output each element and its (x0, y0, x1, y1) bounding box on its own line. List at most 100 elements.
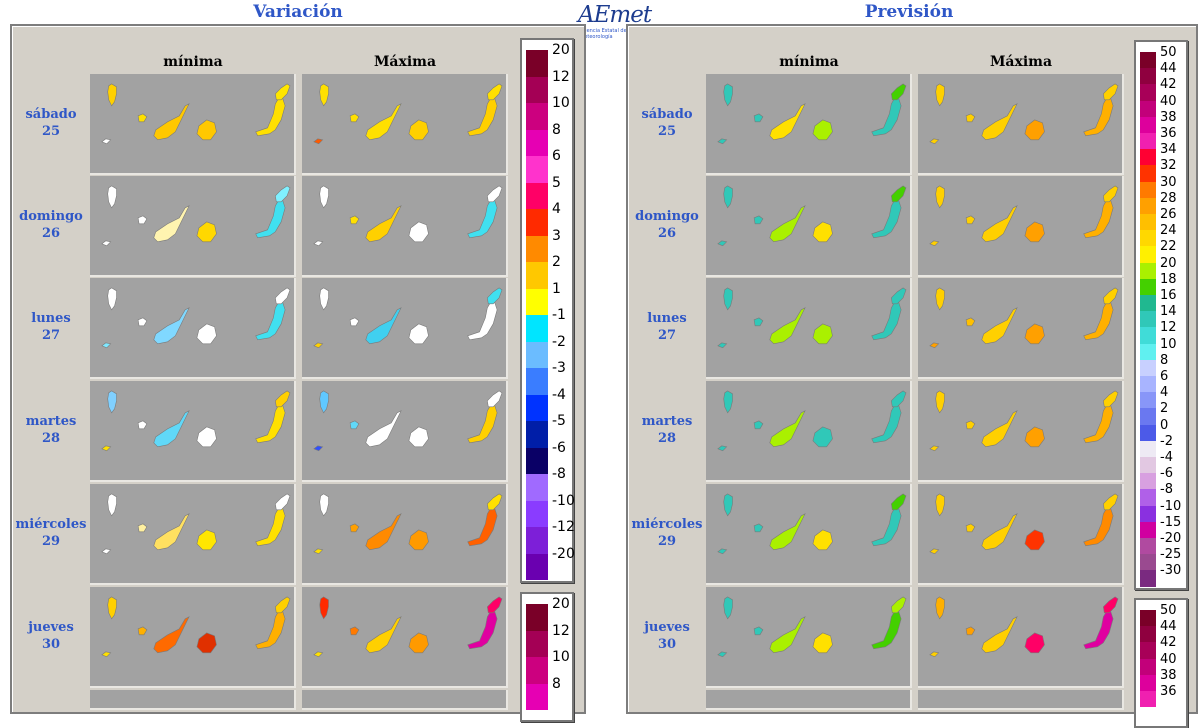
island-tenerife (153, 513, 190, 551)
variation-col-header-maxima: Máxima (373, 54, 437, 70)
island-lanzarote (891, 390, 907, 408)
legend-label: 26 (1160, 207, 1177, 222)
island-el-hierro (313, 342, 324, 349)
forecast-map-minima[interactable] (706, 74, 912, 175)
island-la-gomera (965, 420, 976, 430)
variation-map-next-row[interactable] (302, 690, 508, 710)
forecast-map-minima[interactable] (706, 484, 912, 585)
variation-map-minima[interactable] (90, 74, 296, 175)
island-fuerteventura (255, 503, 286, 547)
legend-label: -4 (1160, 450, 1173, 465)
variation-map-maxima[interactable] (302, 176, 508, 277)
canary-islands-map (101, 185, 291, 247)
variation-map-minima[interactable] (90, 587, 296, 688)
forecast-map-next-row[interactable] (706, 690, 912, 710)
island-gran-canaria (408, 323, 429, 345)
variation-map-maxima[interactable] (302, 278, 508, 379)
island-lanzarote (487, 493, 503, 511)
forecast-map-minima[interactable] (706, 587, 912, 688)
variation-map-maxima[interactable] (302, 74, 508, 175)
forecast-map-minima[interactable] (706, 176, 912, 277)
legend-swatch (526, 103, 548, 130)
legend-label: 38 (1160, 109, 1177, 125)
legend-label: 20 (552, 42, 570, 58)
forecast-map-maxima[interactable] (918, 176, 1124, 277)
legend-swatch (1140, 116, 1156, 133)
island-el-hierro (101, 342, 112, 349)
legend-swatch (526, 368, 548, 395)
island-tenerife (769, 307, 806, 345)
forecast-legend-2: 50 44 42 40 38 36 (1134, 598, 1188, 728)
forecast-title: Previsión (864, 2, 954, 22)
aemet-logo-subtitle: Agencia Estatal de Meteorología (580, 28, 627, 40)
island-fuerteventura (1083, 195, 1114, 239)
forecast-map-minima[interactable] (706, 278, 912, 379)
forecast-day-label: lunes 27 (628, 310, 706, 344)
legend-label: 42 (1160, 77, 1177, 93)
canary-islands-map (717, 390, 907, 452)
forecast-map-next-row[interactable] (918, 690, 1124, 710)
legend-label: 2 (1160, 401, 1169, 417)
island-la-palma (723, 185, 733, 209)
forecast-map-maxima[interactable] (918, 381, 1124, 482)
variation-map-minima[interactable] (90, 381, 296, 482)
variation-map-minima[interactable] (90, 484, 296, 585)
island-fuerteventura (255, 93, 286, 137)
legend-label: 44 (1160, 619, 1177, 635)
island-el-hierro (313, 240, 324, 247)
island-lanzarote (487, 596, 503, 614)
island-tenerife (981, 307, 1018, 345)
island-la-palma (935, 493, 945, 517)
day-number: 25 (41, 124, 61, 139)
legend-label: 22 (1160, 239, 1177, 255)
variation-day-label: martes 28 (12, 413, 90, 447)
variation-map-maxima[interactable] (302, 381, 508, 482)
day-name: martes (25, 414, 77, 429)
variation-map-next-row[interactable] (90, 690, 296, 710)
island-tenerife (365, 513, 402, 551)
island-fuerteventura (467, 297, 498, 341)
aemet-logo[interactable]: AEmet Agencia Estatal de Meteorología (574, 2, 654, 40)
legend-label: -30 (1160, 563, 1182, 579)
forecast-map-maxima[interactable] (918, 587, 1124, 688)
variation-map-maxima[interactable] (302, 484, 508, 585)
legend-label: 10 (552, 95, 570, 111)
island-fuerteventura (467, 606, 498, 650)
island-lanzarote (1103, 185, 1119, 203)
island-fuerteventura (467, 400, 498, 444)
legend-swatch (526, 209, 548, 236)
island-el-hierro (929, 548, 940, 555)
island-gran-canaria (196, 529, 217, 551)
legend-swatch (1140, 408, 1156, 425)
legend-swatch (526, 527, 548, 554)
island-la-palma (319, 185, 329, 209)
legend-swatch (1140, 440, 1156, 457)
legend-swatch (1140, 295, 1156, 312)
legend-swatch (526, 657, 548, 684)
legend-swatch (526, 421, 548, 448)
island-gran-canaria (408, 529, 429, 551)
legend-label: 24 (1160, 223, 1177, 239)
canary-islands-map (313, 390, 503, 452)
legend-swatch (1140, 473, 1156, 490)
island-lanzarote (275, 596, 291, 614)
island-el-hierro (313, 651, 324, 658)
island-fuerteventura (467, 503, 498, 547)
legend-swatch (526, 182, 548, 209)
variation-map-minima[interactable] (90, 278, 296, 379)
legend-label: -3 (552, 360, 566, 376)
forecast-day-label: miércoles 29 (628, 516, 706, 550)
legend-label: 38 (1160, 667, 1177, 683)
variation-map-minima[interactable] (90, 176, 296, 277)
forecast-map-maxima[interactable] (918, 74, 1124, 175)
island-la-palma (319, 493, 329, 517)
forecast-map-maxima[interactable] (918, 484, 1124, 585)
forecast-map-minima[interactable] (706, 381, 912, 482)
island-tenerife (153, 616, 190, 654)
legend-label: 44 (1160, 61, 1177, 77)
island-gran-canaria (1024, 426, 1045, 448)
forecast-map-maxima[interactable] (918, 278, 1124, 379)
variation-map-maxima[interactable] (302, 587, 508, 688)
day-number: 27 (657, 328, 677, 343)
island-la-gomera (349, 626, 360, 636)
